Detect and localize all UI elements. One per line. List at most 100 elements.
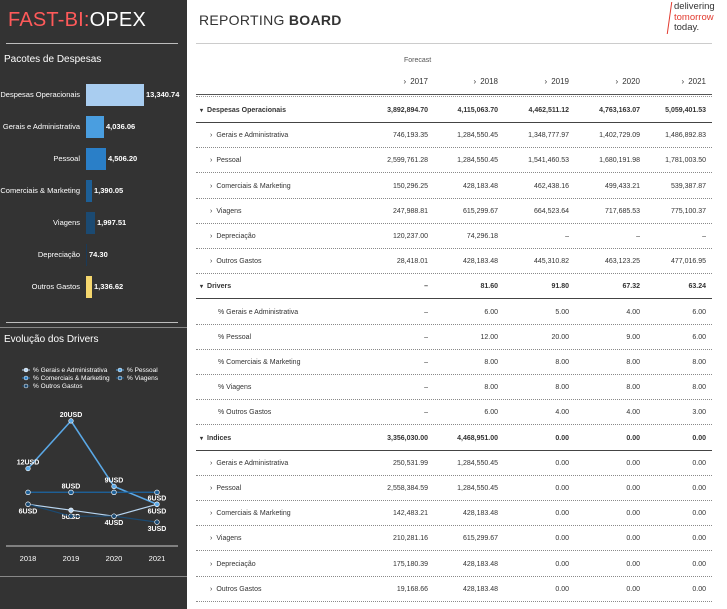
data-point[interactable] bbox=[111, 513, 117, 519]
table-cell: 8.00 bbox=[692, 384, 706, 392]
table-cell: 20.00 bbox=[551, 333, 569, 341]
chevron-right-icon[interactable]: › bbox=[210, 560, 213, 568]
table-row[interactable]: › Viagens 210,281.16 615,299.67 0.00 0.00 0.00 bbox=[196, 526, 712, 552]
table-cell: 8.00 bbox=[484, 384, 498, 392]
data-point[interactable] bbox=[68, 513, 74, 519]
chevron-right-icon[interactable]: › bbox=[210, 157, 213, 165]
chevron-right-icon[interactable]: › bbox=[210, 233, 213, 240]
data-point[interactable] bbox=[111, 483, 117, 490]
table-cell: 120,237.00 bbox=[392, 233, 428, 240]
chevron-right-icon[interactable]: › bbox=[210, 535, 213, 543]
table-row[interactable]: › Comerciais & Marketing 150,296.25 428,183… bbox=[196, 174, 712, 199]
legend-item[interactable]: % Pessoal bbox=[116, 367, 158, 374]
row-label: ▾ Despesas Operacionais bbox=[200, 98, 286, 123]
chevron-right-icon[interactable]: › bbox=[210, 585, 213, 593]
row-label-text: % Comerciais & Marketing bbox=[218, 359, 301, 366]
bar-row[interactable]: Outros Gastos 1,336.62 bbox=[0, 276, 187, 298]
table-cell: 0.00 bbox=[692, 485, 706, 492]
data-point[interactable] bbox=[68, 418, 74, 424]
chevron-right-icon[interactable]: › bbox=[403, 77, 407, 86]
chevron-right-icon[interactable]: › bbox=[210, 510, 213, 518]
chevron-down-icon[interactable]: ▾ bbox=[200, 108, 204, 114]
data-label: 4USD bbox=[105, 520, 124, 527]
table-row[interactable]: › Outros Gastos 28,418.01 428,183.48 445,310… bbox=[196, 249, 712, 275]
bar-fill[interactable] bbox=[86, 212, 95, 234]
year-column-header[interactable]: › 2018 bbox=[438, 77, 498, 86]
chevron-right-icon[interactable]: › bbox=[210, 207, 213, 215]
table-row[interactable]: › Pessoal 2,558,384.59 1,284,550.45 0.00 0.00… bbox=[196, 476, 712, 501]
table-row[interactable]: › Comerciais & Marketing 142,483.21 428,183… bbox=[196, 501, 712, 527]
legend-item[interactable]: % Gerais e Administrativa bbox=[22, 367, 108, 374]
table-row[interactable]: › Outros Gastos 19,168.66 428,183.48 0.00 0.0… bbox=[196, 577, 712, 602]
data-point[interactable] bbox=[68, 507, 74, 513]
bar-row[interactable]: Comerciais & Marketing 1,390.05 bbox=[0, 180, 187, 202]
circle-marker-icon bbox=[117, 375, 123, 381]
table-cell: – bbox=[565, 233, 569, 240]
bar-fill[interactable] bbox=[86, 276, 92, 298]
row-label-text: Depreciação bbox=[216, 560, 256, 568]
chevron-right-icon[interactable]: › bbox=[210, 182, 213, 190]
data-point[interactable] bbox=[25, 501, 31, 507]
chevron-right-icon[interactable]: › bbox=[210, 132, 213, 140]
chevron-down-icon[interactable]: ▾ bbox=[200, 435, 204, 442]
chevron-right-icon[interactable]: › bbox=[681, 77, 685, 86]
table-row[interactable]: ▾ Despesas Operacionais 3,892,894.70 4,115,… bbox=[196, 98, 712, 123]
page-title-part2: BOARD bbox=[288, 12, 342, 28]
table-cell: 0.00 bbox=[626, 510, 640, 518]
header-divider bbox=[196, 43, 712, 44]
chevron-right-icon[interactable]: › bbox=[615, 77, 619, 86]
bar-label: Viagens bbox=[53, 218, 80, 227]
table-cell: 664,523.64 bbox=[533, 207, 569, 215]
table-row[interactable]: › Gerais e Administrativa 250,531.99 1,284,… bbox=[196, 451, 712, 476]
year-column-header[interactable]: › 2021 bbox=[646, 77, 706, 86]
legend-item[interactable]: % Viagens bbox=[116, 375, 159, 382]
year-label: 2017 bbox=[410, 77, 428, 86]
bar-row[interactable]: Depreciação 74.30 bbox=[0, 244, 187, 266]
bar-fill[interactable] bbox=[86, 180, 92, 202]
table-row[interactable]: ▾ Drivers – 81.60 91.80 67.32 63.24 bbox=[196, 274, 712, 300]
row-label-text: Gerais e Administrativa bbox=[216, 132, 289, 140]
chevron-right-icon[interactable]: › bbox=[210, 459, 213, 467]
year-column-header[interactable]: › 2019 bbox=[509, 77, 569, 86]
x-tick-label: 2018 bbox=[20, 554, 37, 563]
chevron-down-icon[interactable]: ▾ bbox=[200, 284, 204, 291]
legend-label: % Pessoal bbox=[127, 367, 158, 374]
table-row[interactable]: › Depreciação 175,180.39 428,183.48 0.00 0.00… bbox=[196, 552, 712, 577]
table-row[interactable]: ▾ Indices 3,356,030.00 4,468,951.00 0.00 0.00… bbox=[196, 426, 712, 451]
bar-fill[interactable] bbox=[86, 84, 144, 106]
chevron-right-icon[interactable]: › bbox=[210, 258, 213, 266]
data-point[interactable] bbox=[111, 489, 117, 495]
legend-item[interactable]: % Comerciais & Marketing bbox=[22, 375, 110, 382]
data-point[interactable] bbox=[154, 519, 160, 525]
data-point[interactable] bbox=[154, 489, 160, 495]
chevron-right-icon[interactable]: › bbox=[473, 77, 477, 86]
bar-label: Depreciação bbox=[37, 250, 80, 259]
bar-fill[interactable] bbox=[86, 244, 87, 266]
year-column-header[interactable]: › 2017 bbox=[368, 77, 428, 86]
table-row[interactable]: › Viagens 247,988.81 615,299.67 664,523.64 71… bbox=[196, 199, 712, 224]
table-cell: 150,296.25 bbox=[392, 182, 428, 190]
data-point[interactable] bbox=[68, 489, 74, 495]
data-point[interactable] bbox=[25, 489, 31, 495]
chevron-right-icon[interactable]: › bbox=[544, 77, 548, 86]
data-point[interactable] bbox=[154, 501, 160, 507]
bar-fill[interactable] bbox=[86, 116, 104, 138]
table-cell: 175,180.39 bbox=[392, 560, 428, 568]
bar-row[interactable]: Pessoal 4,506.20 bbox=[0, 148, 187, 170]
row-label-text: Pessoal bbox=[216, 157, 242, 165]
table-cell: 0.00 bbox=[626, 560, 640, 568]
table-row[interactable]: › Gerais e Administrativa 746,193.35 1,284,… bbox=[196, 123, 712, 149]
bar-row[interactable]: Viagens 1,997.51 bbox=[0, 212, 187, 234]
legend-item[interactable]: % Outros Gastos bbox=[22, 383, 83, 390]
bar-row[interactable]: Despesas Operacionais 13,340.74 bbox=[0, 84, 187, 106]
table-row[interactable]: › Pessoal 2,599,761.28 1,284,550.45 1,541,46… bbox=[196, 148, 712, 174]
row-label: › Pessoal bbox=[210, 148, 241, 173]
bar-fill[interactable] bbox=[86, 148, 106, 170]
row-label: › Gerais e Administrativa bbox=[210, 451, 288, 476]
table-cell: 463,123.25 bbox=[604, 258, 640, 266]
year-column-header[interactable]: › 2020 bbox=[580, 77, 640, 86]
data-point[interactable] bbox=[25, 465, 31, 472]
table-row[interactable]: › Depreciação 120,237.00 74,296.18 – – – bbox=[196, 224, 712, 249]
chevron-right-icon[interactable]: › bbox=[210, 485, 213, 492]
bar-row[interactable]: Gerais e Administrativa 4,036.06 bbox=[0, 116, 187, 138]
